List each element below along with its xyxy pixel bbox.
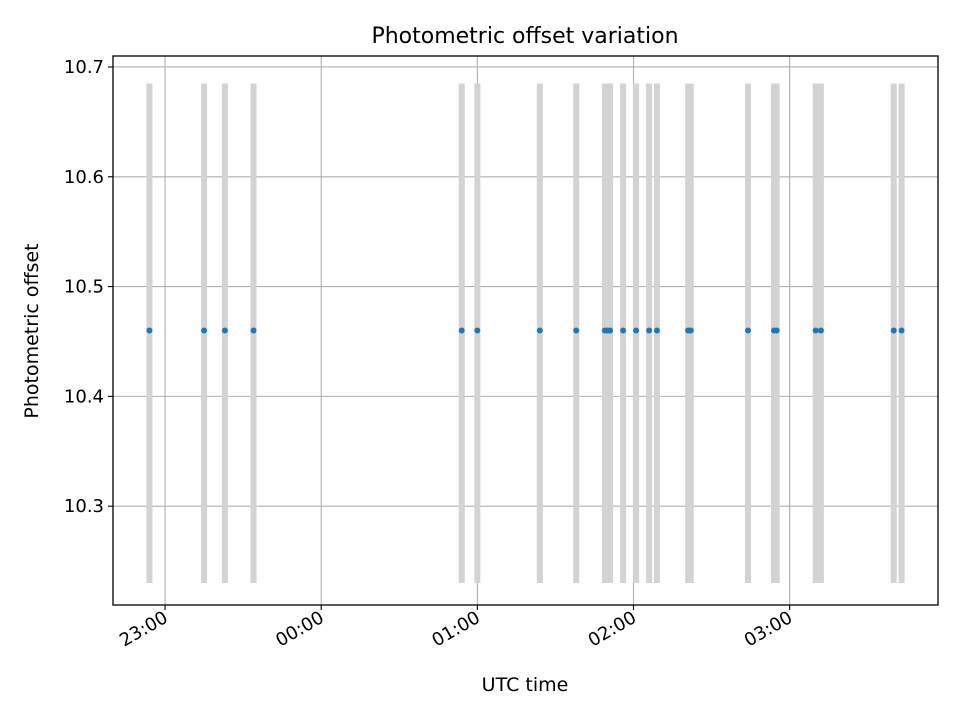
x-axis-label: UTC time: [482, 674, 569, 696]
plot-frame: [112, 55, 939, 606]
y-tick-label: 10.4: [64, 386, 104, 407]
data-point: [773, 327, 780, 334]
y-tick-label: 10.5: [64, 277, 104, 298]
data-point: [812, 327, 819, 334]
data-point: [817, 327, 824, 334]
data-point: [474, 327, 481, 334]
data-point: [646, 327, 653, 334]
data-point: [898, 327, 905, 334]
data-point: [607, 327, 614, 334]
y-axis-label: Photometric offset: [21, 243, 43, 418]
y-axis-ticks: 10.3 10.4 10.5 10.6 10.7: [64, 57, 113, 517]
data-point: [536, 327, 543, 334]
data-point: [458, 327, 465, 334]
y-tick-label: 10.7: [64, 57, 104, 78]
data-point: [201, 327, 208, 334]
data-point: [250, 327, 257, 334]
data-point: [745, 327, 752, 334]
y-tick-label: 10.3: [64, 496, 104, 517]
data-point: [890, 327, 897, 334]
data-point: [620, 327, 627, 334]
data-point: [653, 327, 660, 334]
data-point: [573, 327, 580, 334]
chart-title: Photometric offset variation: [371, 24, 678, 49]
y-tick-label: 10.6: [64, 167, 104, 188]
data-point: [633, 327, 640, 334]
data-point: [221, 327, 228, 334]
data-point: [146, 327, 153, 334]
data-point: [687, 327, 694, 334]
data-points: [146, 327, 905, 334]
